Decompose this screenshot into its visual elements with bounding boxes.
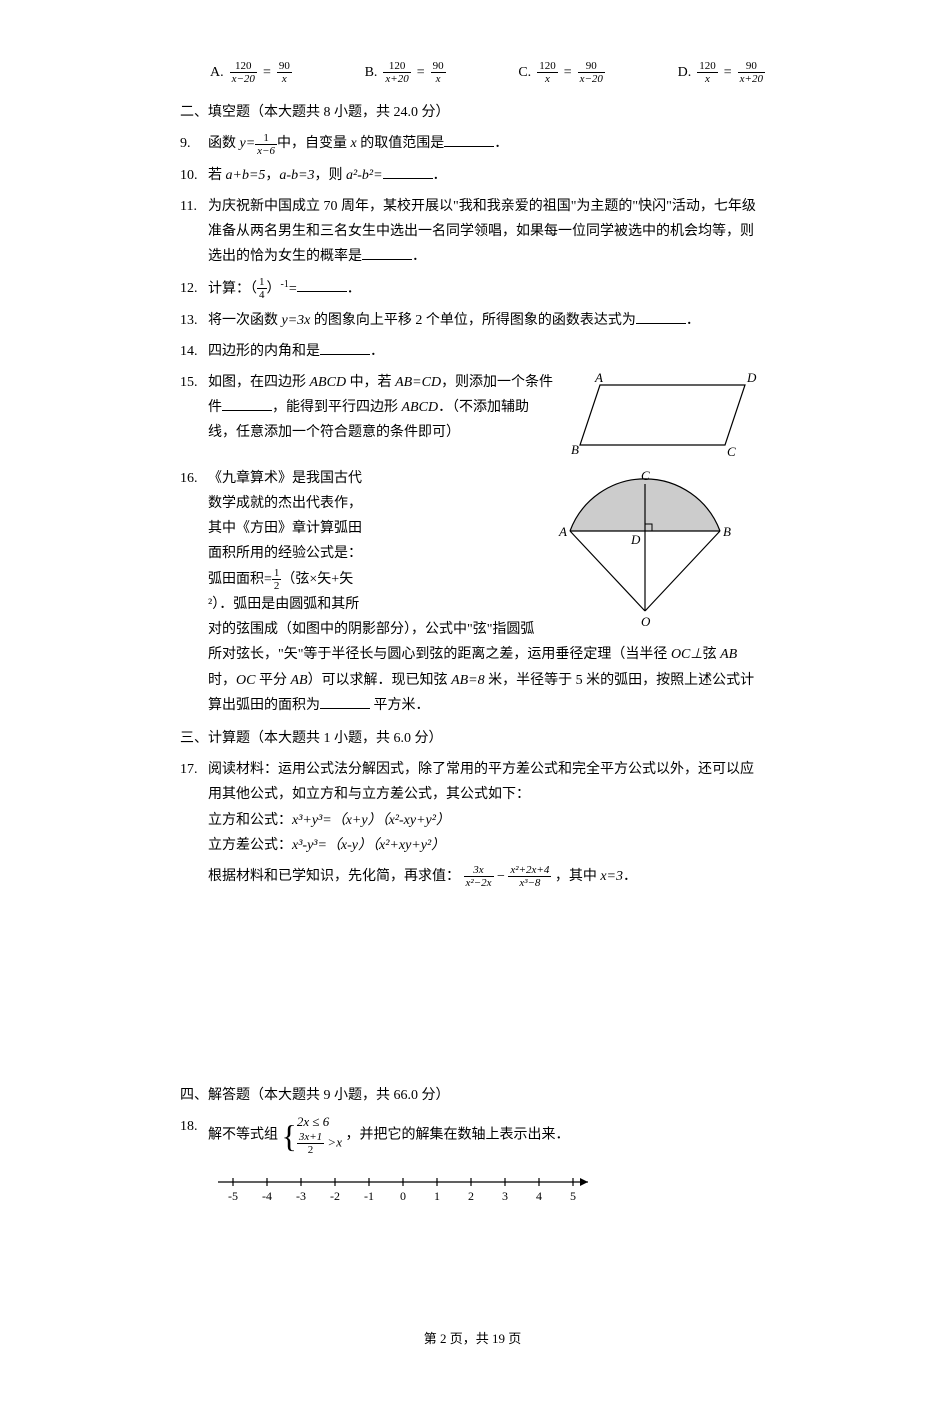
option-A: A. 120x−20 = 90x bbox=[210, 60, 292, 85]
blank bbox=[320, 340, 370, 355]
question-15: 15. A D B C 如图，在四边形 ABCD 中，若 AB=CD，则添加一个… bbox=[180, 370, 765, 460]
svg-text:5: 5 bbox=[570, 1189, 576, 1203]
blank bbox=[362, 245, 412, 260]
qnum: 18. bbox=[180, 1114, 208, 1206]
svg-text:-3: -3 bbox=[296, 1189, 306, 1203]
svg-text:C: C bbox=[727, 444, 736, 459]
question-9: 9. 函数 y=1x−6中，自变量 x 的取值范围是． bbox=[180, 131, 765, 156]
page-footer: 第 2 页，共 19 页 bbox=[180, 1327, 765, 1350]
qnum: 9. bbox=[180, 131, 208, 156]
svg-text:3: 3 bbox=[502, 1189, 508, 1203]
qnum: 16. bbox=[180, 466, 208, 718]
parallelogram-figure: A D B C bbox=[565, 370, 765, 460]
svg-text:4: 4 bbox=[536, 1189, 542, 1203]
question-12: 12. 计算：（14）-1=． bbox=[180, 276, 765, 302]
svg-text:D: D bbox=[746, 370, 757, 385]
blank bbox=[222, 396, 272, 411]
number-line: -5 -4 -3 -2 -1 0 1 2 3 4 5 bbox=[208, 1167, 765, 1207]
arc-figure: A B C D O bbox=[545, 466, 745, 636]
svg-text:2: 2 bbox=[468, 1189, 474, 1203]
q8-options: A. 120x−20 = 90x B. 120x+20 = 90x C. 120… bbox=[180, 60, 765, 85]
question-18: 18. 解不等式组 { 2x ≤ 6 3x+12 >x ，并把它的解集在数轴上表… bbox=[180, 1114, 765, 1206]
option-C: C. 120x = 90x−20 bbox=[518, 60, 605, 85]
option-label: A. bbox=[210, 60, 224, 85]
option-label: D. bbox=[678, 60, 692, 85]
blank bbox=[320, 694, 370, 709]
svg-text:D: D bbox=[630, 532, 641, 547]
section-3-header: 三、计算题（本大题共 1 小题，共 6.0 分） bbox=[180, 726, 765, 751]
section-4-header: 四、解答题（本大题共 9 小题，共 66.0 分） bbox=[180, 1083, 765, 1108]
option-label: B. bbox=[365, 60, 378, 85]
question-11: 11. 为庆祝新中国成立 70 周年，某校开展以"我和我亲爱的祖国"为主题的"快… bbox=[180, 194, 765, 270]
option-D: D. 120x = 90x+20 bbox=[678, 60, 765, 85]
option-B: B. 120x+20 = 90x bbox=[365, 60, 446, 85]
qnum: 11. bbox=[180, 194, 208, 270]
qnum: 10. bbox=[180, 163, 208, 188]
qnum: 15. bbox=[180, 370, 208, 460]
question-10: 10. 若 a+b=5，a-b=3，则 a²-b²=． bbox=[180, 163, 765, 188]
question-13: 13. 将一次函数 y=3x 的图象向上平移 2 个单位，所得图象的函数表达式为… bbox=[180, 308, 765, 333]
svg-text:-4: -4 bbox=[262, 1189, 272, 1203]
blank bbox=[444, 132, 494, 147]
svg-text:-2: -2 bbox=[330, 1189, 340, 1203]
question-16: 16. A B C D O 《九章算术》是我国古代 数学成就的杰出代表作， 其中… bbox=[180, 466, 765, 718]
option-label: C. bbox=[518, 60, 531, 85]
qnum: 13. bbox=[180, 308, 208, 333]
svg-text:A: A bbox=[594, 370, 603, 385]
qnum: 17. bbox=[180, 757, 208, 889]
blank bbox=[383, 164, 433, 179]
inequality-system: { 2x ≤ 6 3x+12 >x bbox=[282, 1114, 342, 1156]
question-17: 17. 阅读材料：运用公式法分解因式，除了常用的平方差公式和完全平方公式以外，还… bbox=[180, 757, 765, 889]
svg-text:B: B bbox=[723, 524, 731, 539]
section-2-header: 二、填空题（本大题共 8 小题，共 24.0 分） bbox=[180, 100, 765, 125]
svg-text:0: 0 bbox=[400, 1189, 406, 1203]
qnum: 14. bbox=[180, 339, 208, 364]
svg-text:-5: -5 bbox=[228, 1189, 238, 1203]
svg-text:O: O bbox=[641, 614, 651, 629]
qnum: 12. bbox=[180, 276, 208, 302]
svg-text:B: B bbox=[571, 442, 579, 457]
blank bbox=[636, 309, 686, 324]
svg-text:C: C bbox=[641, 468, 650, 483]
blank bbox=[297, 277, 347, 292]
question-14: 14. 四边形的内角和是． bbox=[180, 339, 765, 364]
svg-text:A: A bbox=[558, 524, 567, 539]
svg-text:1: 1 bbox=[434, 1189, 440, 1203]
svg-text:-1: -1 bbox=[364, 1189, 374, 1203]
